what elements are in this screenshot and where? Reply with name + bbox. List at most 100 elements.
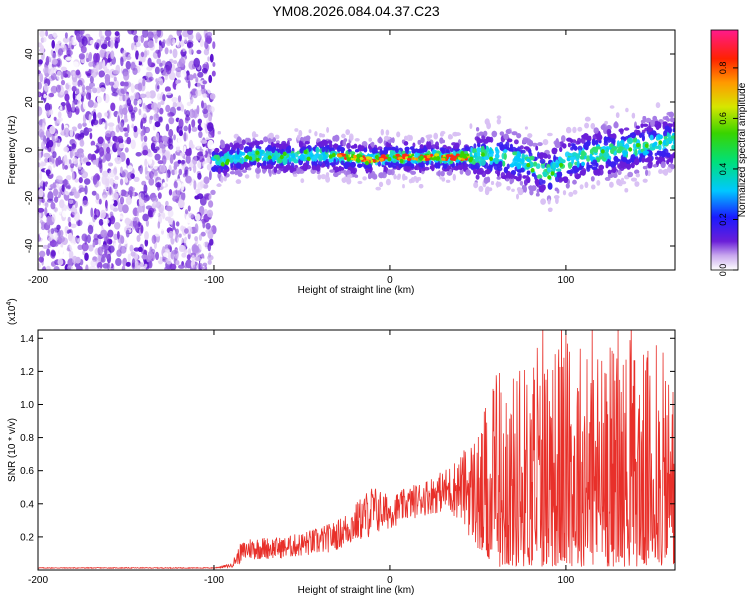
spectrogram-noise-cell (145, 91, 151, 99)
spectrogram-band-cell (528, 140, 534, 147)
spectrogram-band-cell (531, 185, 537, 192)
spectrogram-band-cell (370, 142, 375, 147)
spectrogram-band-cell (383, 165, 387, 171)
spectrogram-noise-cell (51, 52, 57, 59)
spectrogram-noise-cell (69, 149, 73, 159)
spectrogram-band-cell (211, 166, 217, 172)
spectrogram-band-cell (439, 176, 443, 180)
spectrogram-noise-cell (202, 102, 207, 111)
spectrogram-band-cell (592, 159, 598, 165)
spectrogram-noise-cell (71, 126, 78, 132)
spectrogram-band-cell (575, 141, 581, 145)
spectrogram-noise-cell (129, 204, 134, 215)
colorbar-tick-label: 0.2 (718, 213, 728, 226)
spectrogram-noise-cell (148, 178, 155, 186)
spectrogram-band-cell (217, 167, 222, 174)
spectrogram-noise-cell (114, 157, 122, 165)
spectrogram-noise-cell (165, 91, 172, 96)
spectrogram-noise-cell (195, 32, 201, 40)
spectrogram-noise-cell (168, 117, 175, 125)
spectrogram-noise-cell (50, 261, 57, 267)
spectrogram-band-cell (476, 151, 481, 157)
spectrogram-band-cell (567, 162, 573, 169)
spectrogram-noise-cell (180, 39, 185, 47)
spectrogram-noise-cell (155, 82, 160, 92)
spectrogram-band-cell (612, 167, 617, 174)
spectrogram-noise-cell (117, 215, 123, 220)
spectrogram-band-cell (346, 178, 352, 185)
spectrogram-noise-cell (39, 30, 45, 38)
spectrogram-noise-cell (147, 57, 152, 67)
spectrogram-noise-cell (181, 252, 187, 258)
spectrogram-band-cell (329, 147, 333, 152)
spectrogram-noise-cell (184, 91, 192, 100)
spectrogram-band-cell (238, 143, 244, 151)
spectrogram-noise-cell (71, 143, 77, 150)
spectrogram-peak-cell (425, 157, 428, 162)
spectrogram-band-cell (440, 132, 444, 137)
spectrogram-band-cell (526, 170, 531, 175)
spectrogram-band-cell (660, 150, 666, 158)
spectrogram-band-cell (579, 184, 584, 190)
spectrogram-noise-cell (58, 235, 65, 243)
spectrogram-band-cell (329, 162, 336, 166)
spectrogram-noise-cell (79, 85, 83, 94)
spectrogram-noise-cell (68, 199, 74, 205)
spectrogram-noise-cell (76, 93, 82, 101)
spectrogram-band-cell (618, 128, 624, 133)
spectrogram-noise-cell (82, 100, 88, 110)
spectrogram-band-cell (345, 129, 351, 136)
spectrogram-band-cell (531, 142, 538, 147)
spectrogram-noise-cell (142, 30, 149, 38)
spectrogram-band-cell (519, 145, 524, 150)
spectrogram-noise-cell (97, 112, 102, 119)
spectrogram-noise-cell (113, 179, 120, 184)
spectrogram-band-cell (604, 176, 611, 181)
spectrogram-noise-cell (200, 231, 206, 237)
spectrogram-noise-cell (120, 88, 127, 95)
spectrogram-band-cell (642, 116, 647, 121)
spectrogram-noise-cell (54, 133, 58, 142)
spectrogram-noise-cell (174, 169, 178, 175)
spectrogram-band-cell (664, 125, 670, 131)
spectrogram-band-cell (543, 155, 548, 159)
spectrogram-noise-cell (158, 40, 162, 46)
spectrogram-noise-cell (61, 123, 64, 131)
spectrogram-green-cell (547, 175, 552, 180)
spectrogram-noise-cell (82, 250, 86, 256)
spectrogram-band-cell (350, 161, 356, 168)
spectrogram-noise-cell (84, 252, 89, 261)
spectrogram-noise-cell (154, 231, 161, 237)
spectrogram-noise-cell (153, 200, 157, 206)
spectrogram-peak-cell (380, 155, 386, 159)
spectrogram-noise-cell (212, 62, 216, 67)
spectrogram-band-cell (496, 170, 500, 177)
spectrogram-noise-cell (186, 254, 191, 260)
spectrogram-band-cell (464, 150, 468, 155)
spectrogram-noise-cell (154, 153, 161, 161)
spectrogram-band-cell (516, 169, 523, 173)
spectrogram-band-cell (334, 166, 340, 173)
spectrogram-noise-cell (63, 146, 70, 153)
spectrogram-band-cell (671, 144, 675, 150)
spectrogram-band-cell (485, 147, 489, 152)
spectrogram-band-cell (642, 165, 648, 170)
spectrogram-peak-cell (411, 153, 415, 157)
spectrogram-noise-cell (99, 49, 105, 58)
spectrogram-band-cell (631, 112, 636, 119)
spectrogram-noise-cell (38, 129, 45, 138)
spectrogram-noise-cell (69, 127, 74, 138)
spectrogram-band-cell (517, 187, 523, 193)
spectrogram-green-cell (550, 171, 555, 176)
spectrogram-noise-cell (180, 104, 184, 112)
spectrogram-noise-cell (53, 116, 57, 121)
spectrogram-noise-cell (149, 171, 154, 179)
spectrogram-noise-cell (129, 95, 134, 101)
spectrogram-peak-cell (445, 154, 451, 158)
spectrogram-noise-cell (192, 109, 199, 119)
spectrogram-noise-cell (172, 48, 178, 59)
spectrogram-noise-cell (144, 263, 148, 268)
spectrogram-band-cell (412, 149, 417, 153)
spectrogram-band-cell (590, 176, 595, 182)
spectrogram-band-cell (503, 152, 507, 160)
